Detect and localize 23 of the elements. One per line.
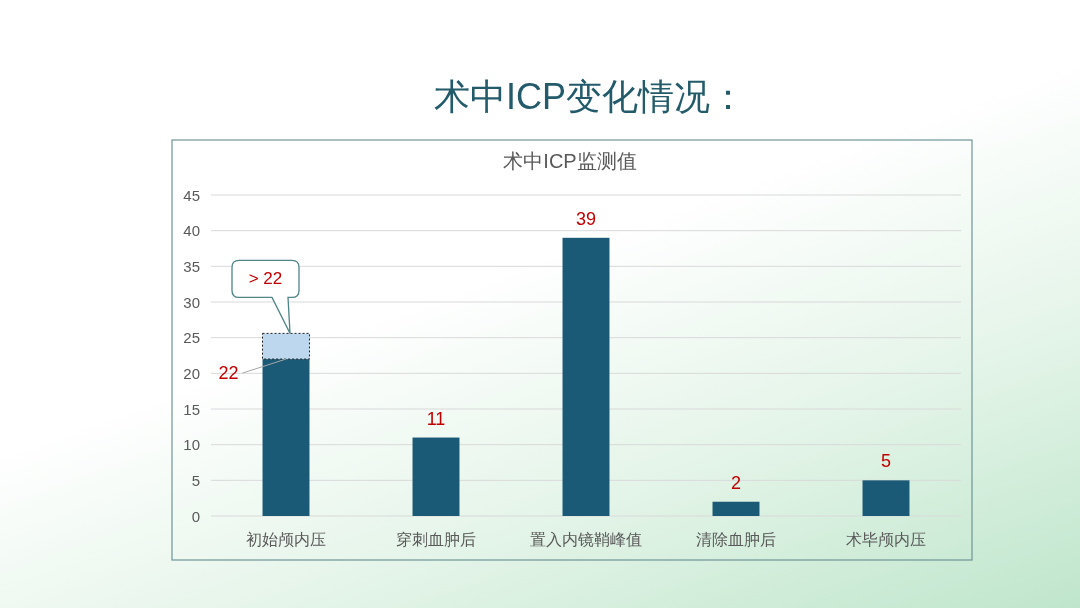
data-label: 39 [575, 208, 597, 229]
y-tick-label: 25 [183, 329, 200, 347]
y-tick-label: 0 [191, 507, 200, 525]
annotation: > 22 [248, 269, 283, 289]
x-tick-label: 穿刺血肿后 [396, 530, 476, 548]
y-tick-label: 5 [191, 471, 200, 489]
data-label: 11 [426, 408, 446, 429]
x-tick-label: 清除血肿后 [696, 530, 776, 548]
x-tick-label: 置入内镜鞘峰值 [530, 530, 642, 548]
y-tick-label: 35 [183, 257, 200, 275]
y-tick-label: 15 [183, 400, 200, 418]
chart-subtitle: 术中ICP监测值 [503, 150, 637, 172]
chart-title: 术中ICP变化情况： [433, 75, 747, 117]
y-tick-label: 10 [183, 436, 200, 454]
y-tick-label: 45 [183, 186, 200, 204]
x-tick-label: 术毕颅内压 [846, 530, 926, 548]
y-tick-label: 20 [183, 364, 200, 382]
y-tick-label: 40 [183, 222, 200, 240]
data-label: 2 [730, 472, 742, 493]
data-label: 22 [218, 363, 239, 384]
data-label: 5 [880, 451, 892, 472]
y-tick-label: 30 [183, 293, 200, 311]
x-tick-label: 初始颅内压 [246, 530, 326, 548]
